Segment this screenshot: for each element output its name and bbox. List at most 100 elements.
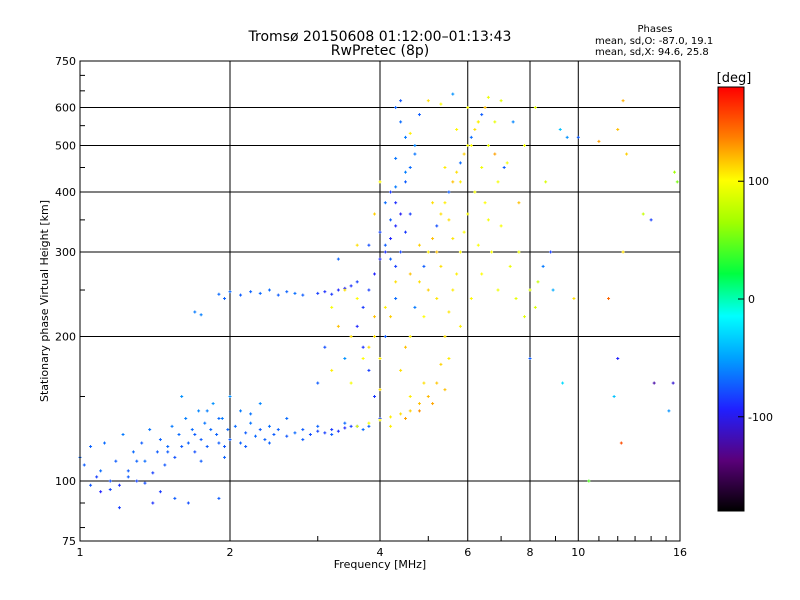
echo-point (443, 388, 447, 392)
echo-point (458, 161, 462, 165)
echo-point (455, 272, 459, 276)
echo-point (426, 99, 430, 103)
echo-point (394, 185, 398, 189)
echo-point (403, 170, 407, 174)
echo-point (408, 165, 412, 169)
echo-point (533, 106, 537, 110)
echo-point (523, 144, 527, 148)
y-axis-label: Stationary phase Virtual Height [km] (38, 200, 51, 402)
echo-point (496, 180, 500, 184)
echo-point (458, 250, 462, 254)
echo-point (394, 201, 398, 205)
echo-point (383, 201, 387, 205)
echo-point (158, 438, 162, 442)
echo-point (493, 152, 497, 156)
echo-point (394, 297, 398, 301)
echo-point (469, 135, 473, 139)
echo-point (330, 368, 334, 372)
echo-point (451, 288, 455, 292)
echo-point (408, 395, 412, 399)
echo-point (447, 310, 451, 314)
echo-point (253, 434, 257, 438)
echo-point (403, 416, 407, 420)
echo-point (528, 288, 532, 292)
echo-point (373, 315, 377, 319)
colorbar-ticks: 100 0 -100 (738, 175, 773, 424)
echo-point (267, 424, 271, 428)
x-ticks: 1 2 4 6 8 10 16 (77, 536, 687, 559)
echo-point (473, 127, 477, 131)
echo-point (373, 272, 377, 276)
echo-point (103, 441, 107, 445)
echo-point (480, 165, 484, 169)
echo-point (316, 291, 320, 295)
echo-point (190, 428, 194, 432)
echo-point (431, 402, 435, 406)
echo-point (587, 479, 591, 483)
echo-point (158, 490, 162, 494)
echo-point (499, 224, 503, 228)
echo-point (293, 431, 297, 435)
echo-point (177, 433, 181, 437)
echo-point (285, 434, 289, 438)
echo-point (422, 315, 426, 319)
echo-point (675, 180, 679, 184)
echo-point (316, 424, 320, 428)
echo-point (173, 496, 177, 500)
echo-point (480, 113, 484, 117)
echo-point (367, 421, 371, 425)
echo-point (413, 144, 417, 148)
echo-point (455, 170, 459, 174)
chart-subtitle: RwPretec (8p) (331, 43, 429, 59)
echo-point (517, 201, 521, 205)
echo-point (394, 280, 398, 284)
echo-point (217, 441, 221, 445)
x-axis-label: Frequency [MHz] (334, 558, 426, 571)
echo-point (180, 395, 184, 399)
echo-point (155, 450, 159, 454)
echo-point (403, 135, 407, 139)
echo-point (258, 402, 262, 406)
echo-point (170, 424, 174, 428)
echo-point (439, 102, 443, 106)
echo-point (394, 156, 398, 160)
echo-point (186, 441, 190, 445)
echo-point (197, 409, 201, 413)
echo-point (649, 218, 653, 222)
echo-point (561, 381, 565, 385)
x-tick-label: 16 (673, 546, 687, 559)
echo-point (508, 264, 512, 268)
echo-point (89, 445, 93, 449)
echo-point (447, 356, 451, 360)
y-tick-label: 600 (55, 102, 76, 115)
echo-point (417, 409, 421, 413)
y-tick-label: 750 (55, 55, 76, 68)
echo-point (258, 428, 262, 432)
stats-heading: Phases (637, 24, 672, 35)
echo-point (399, 212, 403, 216)
echo-point (417, 113, 421, 117)
echo-point (330, 292, 334, 296)
x-tick-label: 2 (227, 546, 234, 559)
stats-line-o: mean, sd,O: -87.0, 19.1 (595, 36, 713, 47)
echo-point (426, 250, 430, 254)
echo-point (285, 290, 289, 294)
echo-point (417, 402, 421, 406)
echo-point (323, 290, 327, 294)
echo-point (565, 135, 569, 139)
echo-point (205, 409, 209, 413)
echo-point (383, 250, 387, 254)
echo-point (413, 305, 417, 309)
echo-point (403, 180, 407, 184)
echo-point (330, 433, 334, 437)
echo-point (435, 224, 439, 228)
echo-point (511, 120, 515, 124)
echo-point (330, 305, 334, 309)
echo-point (193, 450, 197, 454)
echo-point (217, 496, 221, 500)
echo-point (367, 368, 371, 372)
echo-point (652, 381, 656, 385)
echo-point (126, 475, 130, 479)
echo-point (166, 450, 170, 454)
echo-point (249, 412, 253, 416)
